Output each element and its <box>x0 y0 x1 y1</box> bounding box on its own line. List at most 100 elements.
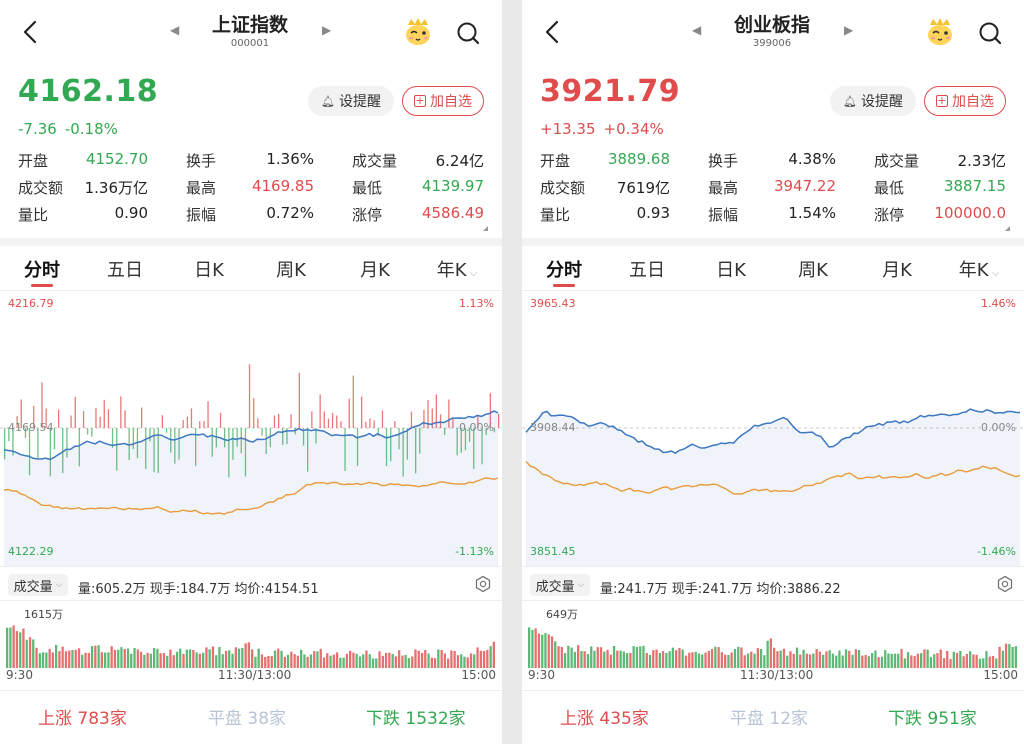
volume-bar-up <box>123 649 126 668</box>
breadth-bar-down <box>128 428 130 460</box>
volume-bar-down <box>603 651 606 668</box>
indicator-select[interactable]: 成交量 ⌵ <box>530 574 590 596</box>
decliners[interactable]: 下跌 1532家 <box>366 704 466 729</box>
back-chevron-icon[interactable] <box>18 18 44 46</box>
indicator-select[interactable]: 成交量 ⌵ <box>8 574 68 596</box>
unchanged[interactable]: 平盘 12家 <box>730 704 808 729</box>
volume-bar-down <box>746 653 750 668</box>
intraday-chart[interactable] <box>0 290 502 570</box>
breadth-bar-up <box>452 417 454 428</box>
change-value: +13.35 <box>540 120 596 138</box>
decliners-label: 下跌 <box>888 709 922 729</box>
volume-bar-down <box>97 645 100 668</box>
volume-bar-up <box>877 657 880 668</box>
time-mid: 11:30/13:00 <box>218 668 292 682</box>
volume-chart[interactable] <box>0 602 502 668</box>
unchanged[interactable]: 平盘 38家 <box>208 704 286 729</box>
index-title: 上证指数 <box>211 14 288 36</box>
set-alert-button[interactable]: 🔔︎ 设提醒 <box>830 86 916 116</box>
volume-bar-down <box>6 627 9 668</box>
volume-bar-up <box>645 653 648 668</box>
volume-bar-up <box>550 636 554 668</box>
tab-1[interactable]: 五日 <box>612 256 682 282</box>
volume-max-label: 649万 <box>546 608 578 621</box>
volume-bar-down <box>316 651 319 668</box>
volume-bar-down <box>857 650 861 668</box>
volume-bar-up <box>22 628 25 668</box>
volume-bar-down <box>427 653 430 668</box>
volume-bar-down <box>342 657 345 668</box>
advancers[interactable]: 上涨 435家 <box>560 704 649 729</box>
tab-4[interactable]: 月K <box>340 256 410 282</box>
search-icon[interactable] <box>455 20 481 46</box>
advancers[interactable]: 上涨 783家 <box>38 704 127 729</box>
breadth-bar-down <box>53 428 56 450</box>
add-watchlist-button[interactable]: + 加自选 <box>402 86 484 116</box>
next-index-arrow-icon[interactable]: ▶ <box>322 23 332 37</box>
mascot-icon[interactable] <box>402 16 434 46</box>
set-alert-button[interactable]: 🔔︎ 设提醒 <box>308 86 394 116</box>
volume-bar-up <box>599 647 603 668</box>
prev-index-arrow-icon[interactable]: ◀ <box>170 23 180 37</box>
decliners[interactable]: 下跌 951家 <box>888 704 977 729</box>
breadth-bar-up <box>141 407 143 428</box>
tab-0[interactable]: 分时 <box>529 256 599 282</box>
stat-label: 成交量 <box>874 152 920 170</box>
tab-3[interactable]: 周K <box>778 256 848 282</box>
volume-bar-up <box>818 651 821 668</box>
gear-icon[interactable] <box>474 575 492 593</box>
gear-icon[interactable] <box>996 575 1014 593</box>
volume-bar-down <box>185 649 188 668</box>
stat-value: 6.24亿 <box>435 152 484 170</box>
volume-bar-up <box>136 649 139 668</box>
search-icon[interactable] <box>977 20 1003 46</box>
volume-bar-down <box>55 644 58 668</box>
volume-bar-up <box>949 659 952 668</box>
tab-5[interactable]: 年K ⌵ <box>944 256 1014 282</box>
volume-bar-down <box>130 653 133 668</box>
tab-4[interactable]: 月K <box>862 256 932 282</box>
breadth-bar-down <box>4 428 6 460</box>
breadth-bar-down <box>398 428 400 450</box>
breadth-bar-up <box>331 412 334 428</box>
breadth-bar-down <box>261 428 263 436</box>
volume-top-divider <box>0 600 502 601</box>
volume-bar-down <box>544 633 547 668</box>
volume-bar-up <box>962 656 965 668</box>
chevron-down-icon: ⌵ <box>466 268 478 279</box>
expand-corner-icon[interactable] <box>1005 226 1010 231</box>
tab-0[interactable]: 分时 <box>7 256 77 282</box>
unchanged-label: 平盘 <box>208 709 242 729</box>
breadth-bar-down <box>232 428 234 460</box>
add-watchlist-button[interactable]: + 加自选 <box>924 86 1006 116</box>
back-chevron-icon[interactable] <box>540 18 566 46</box>
change-value: -7.36 <box>18 120 57 138</box>
breadth-bar-down <box>485 428 487 435</box>
volume-chart[interactable] <box>522 602 1024 668</box>
volume-bar-up <box>58 651 61 668</box>
volume-bar-up <box>306 656 309 668</box>
bell-icon: 🔔︎ <box>321 94 335 108</box>
tab-1[interactable]: 五日 <box>90 256 160 282</box>
expand-corner-icon[interactable] <box>483 226 488 231</box>
volume-bar-up <box>492 641 495 668</box>
tab-2[interactable]: 日K <box>174 256 244 282</box>
tab-2[interactable]: 日K <box>696 256 766 282</box>
volume-bar-down <box>959 651 962 668</box>
tab-3[interactable]: 周K <box>256 256 326 282</box>
volume-bar-up <box>162 653 166 668</box>
prev-index-arrow-icon[interactable]: ◀ <box>692 23 702 37</box>
volume-bar-up <box>577 645 580 668</box>
intraday-chart[interactable] <box>522 290 1024 570</box>
volume-bar-up <box>652 650 655 668</box>
volume-bar-up <box>861 655 864 668</box>
next-index-arrow-icon[interactable]: ▶ <box>844 23 854 37</box>
volume-bar-down <box>969 651 972 668</box>
volume-bar-down <box>681 649 684 668</box>
volume-bar-down <box>903 658 906 668</box>
mascot-icon[interactable] <box>924 16 956 46</box>
volume-bar-down <box>554 641 557 668</box>
volume-bar-down <box>828 650 831 668</box>
tab-5[interactable]: 年K ⌵ <box>422 256 492 282</box>
volume-bar-down <box>619 650 622 668</box>
